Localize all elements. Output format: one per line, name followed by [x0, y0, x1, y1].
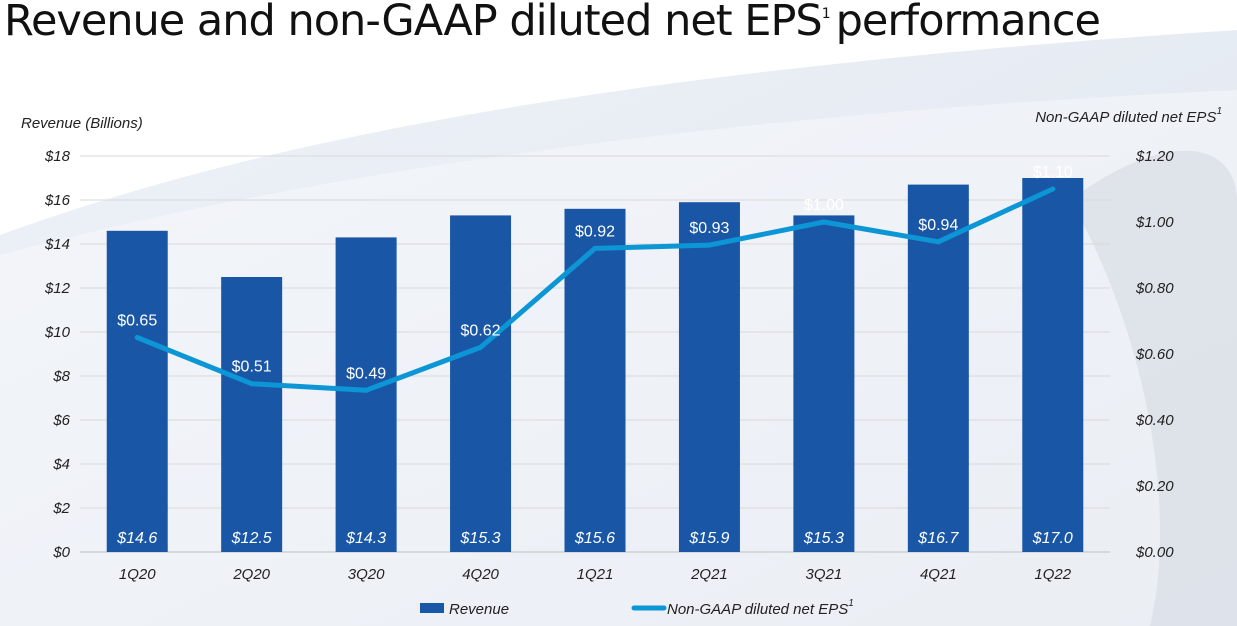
revenue-bar [564, 208, 626, 553]
revenue-bar-label: $16.7 [917, 530, 959, 547]
category-label: 4Q21 [920, 566, 957, 583]
left-axis-tick: $0 [52, 544, 70, 561]
left-axis-tick: $6 [52, 412, 70, 429]
revenue-bar-label: $15.3 [460, 530, 501, 547]
legend-eps-superscript: 1 [848, 598, 854, 609]
revenue-bar-label: $17.0 [1032, 530, 1073, 547]
eps-data-label: $0.94 [918, 217, 958, 234]
right-axis-tick: $0.00 [1135, 544, 1174, 561]
right-axis-tick: $1.20 [1135, 148, 1174, 165]
left-axis-tick: $8 [52, 368, 70, 385]
legend-eps-label-text: Non-GAAP diluted net EPS [667, 601, 848, 618]
data-labels: $14.6 $12.5 $14.3 $15.3 $15.6 $15.9 $15.3 $16.7… [116, 164, 1073, 547]
left-axis-tick: $10 [44, 324, 71, 341]
eps-point [1050, 186, 1056, 192]
category-label: 2Q20 [232, 566, 270, 583]
eps-data-label: $0.49 [346, 365, 386, 382]
revenue-bar-label: $15.6 [574, 530, 615, 547]
eps-point [478, 344, 484, 350]
left-axis-title: Revenue (Billions) [21, 115, 143, 132]
legend-revenue-swatch [420, 603, 444, 613]
chart-title-suffix: performance [835, 0, 1101, 46]
eps-point [134, 335, 140, 340]
revenue-bar-label: $14.6 [116, 530, 157, 547]
left-axis-tick: $4 [52, 456, 70, 473]
eps-data-label: $1.10 [1033, 164, 1073, 181]
left-axis-tick: $12 [44, 280, 71, 297]
revenue-bar [450, 215, 512, 552]
axes: $0 $2 $4 $6 $8 $10 $12 $14 $16 $18 $0.00 $0.20 $0.40… [44, 148, 1174, 583]
category-label: 2Q21 [690, 566, 728, 583]
left-axis-tick: $14 [44, 236, 70, 253]
revenue-bars [106, 178, 1084, 553]
eps-data-label: $0.62 [461, 322, 501, 339]
category-label: 3Q20 [348, 566, 385, 583]
eps-point [363, 387, 369, 393]
chart-title-superscript: 1 [821, 6, 831, 22]
revenue-bar [678, 202, 740, 552]
revenue-bar [793, 215, 855, 552]
revenue-bar [221, 277, 283, 552]
revenue-bar [907, 184, 969, 552]
right-axis-title-superscript: 1 [1216, 106, 1222, 117]
left-axis-tick: $18 [44, 148, 71, 165]
eps-data-label: $1.00 [804, 197, 844, 214]
eps-data-label: $0.65 [117, 313, 157, 330]
right-axis-title: Non-GAAP diluted net EPS1 [1035, 106, 1222, 126]
legend-eps-label: Non-GAAP diluted net EPS1 [667, 598, 854, 618]
legend-revenue-label: Revenue [449, 601, 509, 618]
right-axis-tick: $0.40 [1135, 412, 1174, 429]
eps-point [821, 219, 827, 225]
right-axis-tick: $0.80 [1135, 280, 1174, 297]
right-axis-title-text: Non-GAAP diluted net EPS [1035, 109, 1216, 126]
revenue-bar [335, 237, 397, 552]
revenue-bar-label: $14.3 [345, 530, 386, 547]
category-label: 1Q22 [1034, 566, 1071, 583]
right-axis-tick: $0.60 [1135, 346, 1174, 363]
left-axis-tick: $2 [52, 500, 70, 517]
chart-title: Revenue and non-GAAP diluted net EPS1 per… [4, 0, 1101, 46]
eps-data-label: $0.92 [575, 223, 615, 240]
legend: Revenue Non-GAAP diluted net EPS1 [420, 598, 854, 618]
eps-line-layer [134, 186, 1056, 393]
revenue-bar [1022, 178, 1084, 552]
eps-point [935, 239, 941, 245]
eps-data-label: $0.93 [689, 220, 729, 237]
eps-point [592, 245, 598, 251]
category-label: 1Q21 [577, 566, 614, 583]
eps-data-label: $0.51 [232, 359, 272, 376]
right-axis-tick: $1.00 [1135, 214, 1174, 231]
category-label: 1Q20 [119, 566, 156, 583]
category-label: 4Q20 [462, 566, 499, 583]
eps-point [249, 381, 255, 387]
left-axis-tick: $16 [44, 192, 71, 209]
chart-title-text: Revenue and non-GAAP diluted net EPS [4, 0, 823, 46]
revenue-bar [106, 230, 168, 553]
revenue-bar-label: $12.5 [231, 530, 272, 547]
eps-point [706, 242, 712, 248]
revenue-bar-label: $15.3 [803, 530, 844, 547]
right-axis-tick: $0.20 [1135, 478, 1174, 495]
category-label: 3Q21 [806, 566, 843, 583]
revenue-bar-label: $15.9 [688, 530, 729, 547]
